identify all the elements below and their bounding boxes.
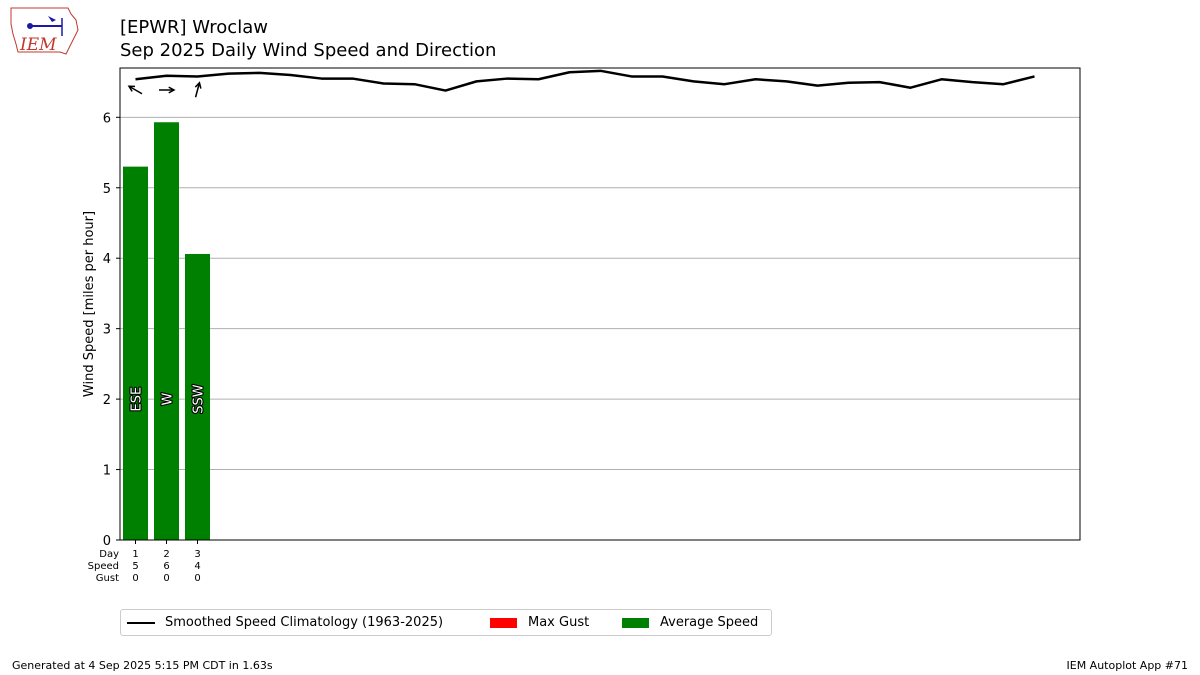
legend-item-climatology: Smoothed Speed Climatology (1963-2025) xyxy=(127,610,443,635)
speed-label: 6 xyxy=(163,561,169,572)
chart-legend: Smoothed Speed Climatology (1963-2025) M… xyxy=(120,609,772,636)
logo-wind-barb xyxy=(48,16,56,22)
speed-label: 4 xyxy=(194,561,200,572)
wind-direction-label: SSW xyxy=(192,384,207,414)
average-speed-bar xyxy=(154,122,179,540)
y-tick-label: 2 xyxy=(103,393,111,408)
day-label: 1 xyxy=(132,549,138,560)
y-tick-label: 0 xyxy=(103,534,111,549)
day-label: 3 xyxy=(194,549,200,560)
gust-label: 0 xyxy=(163,573,169,584)
plot-frame xyxy=(119,67,1081,541)
wind-direction-label: ESE xyxy=(130,387,145,412)
y-tick-label: 5 xyxy=(103,182,111,197)
wind-direction-label: W xyxy=(161,393,176,406)
y-tick-label: 4 xyxy=(103,252,111,267)
legend-item-max-gust: Max Gust xyxy=(490,610,589,635)
wind-arrow-head xyxy=(168,86,176,94)
legend-line-swatch xyxy=(127,621,155,624)
app-credit: IEM Autoplot App #71 xyxy=(1066,659,1189,672)
gust-label: 0 xyxy=(194,573,200,584)
logo-station-dot xyxy=(27,23,33,29)
average-speed-bar xyxy=(185,253,210,540)
wind-arrow-shaft xyxy=(128,85,143,95)
wind-arrow-head xyxy=(127,85,136,92)
legend-item-average-speed: Average Speed xyxy=(622,610,758,635)
legend-label: Max Gust xyxy=(528,615,590,630)
wind-arrow-head xyxy=(194,81,202,89)
average-speed-bar xyxy=(123,166,148,540)
row-label: Speed xyxy=(88,561,119,572)
row-label: Day xyxy=(99,549,119,560)
y-tick-label: 1 xyxy=(103,464,111,479)
wind-arrow-shaft xyxy=(194,82,201,98)
legend-label: Smoothed Speed Climatology (1963-2025) xyxy=(165,615,444,630)
iem-logo: IEM xyxy=(10,7,79,55)
speed-label: 5 xyxy=(132,561,138,572)
legend-green-swatch xyxy=(622,617,649,628)
day-label: 2 xyxy=(163,549,169,560)
y-tick-label: 3 xyxy=(103,323,111,338)
y-tick-label: 6 xyxy=(103,111,111,126)
chart-title: [EPWR] Wroclaw xyxy=(120,17,268,38)
generated-timestamp: Generated at 4 Sep 2025 5:15 PM CDT in 1… xyxy=(12,659,273,672)
row-label: Gust xyxy=(96,573,119,584)
y-axis-label: Wind Speed [miles per hour] xyxy=(82,211,97,397)
legend-label: Average Speed xyxy=(660,615,759,630)
logo-text: IEM xyxy=(19,35,57,55)
climatology-line xyxy=(135,69,1035,92)
chart-subtitle: Sep 2025 Daily Wind Speed and Direction xyxy=(120,40,497,61)
gust-label: 0 xyxy=(132,573,138,584)
legend-red-swatch xyxy=(490,617,517,628)
